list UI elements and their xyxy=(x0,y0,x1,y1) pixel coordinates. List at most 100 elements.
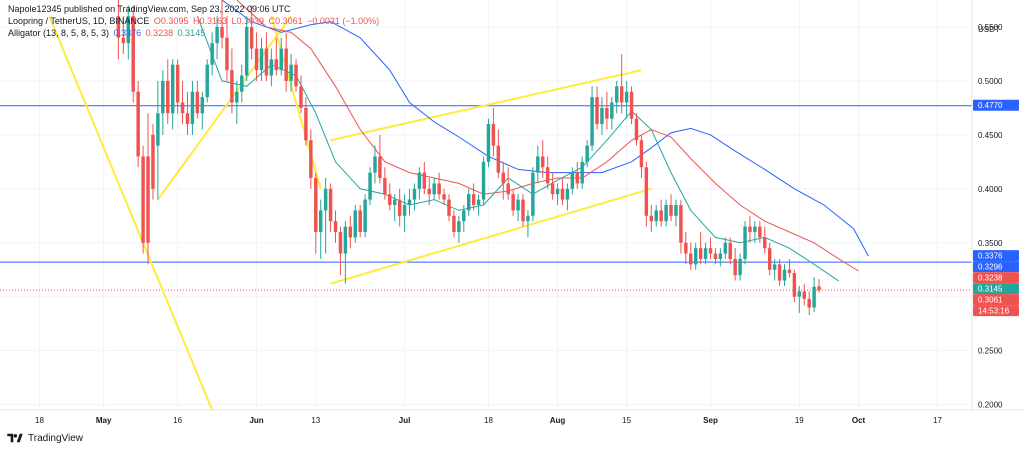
candle xyxy=(402,194,407,232)
candle-body xyxy=(141,156,145,243)
candle xyxy=(136,80,140,168)
time-tick-label: Jul xyxy=(399,416,411,425)
candles xyxy=(116,0,821,316)
candle xyxy=(200,91,205,130)
candle xyxy=(304,97,308,146)
candle xyxy=(151,124,155,200)
candle xyxy=(333,210,338,243)
candle-body xyxy=(629,91,634,119)
candle-body xyxy=(570,172,575,189)
candle xyxy=(417,167,422,200)
candle xyxy=(718,248,723,267)
candle xyxy=(767,242,772,276)
candle-body xyxy=(358,210,362,232)
candle xyxy=(733,248,737,281)
candle xyxy=(378,134,382,184)
candle-body xyxy=(180,102,185,114)
candle-body xyxy=(511,194,515,211)
candle xyxy=(259,37,264,81)
candle-body xyxy=(166,80,170,114)
candle xyxy=(407,188,412,216)
candle xyxy=(328,183,333,232)
candle xyxy=(753,221,757,243)
candle xyxy=(629,86,634,125)
candle xyxy=(639,134,644,179)
candle xyxy=(669,194,673,222)
candle-body xyxy=(679,205,683,243)
time-tick-label: 13 xyxy=(311,416,320,425)
candle-body xyxy=(269,59,274,76)
trendline[interactable] xyxy=(330,69,642,142)
candle xyxy=(471,183,476,211)
candle-body xyxy=(753,226,757,232)
candle-body xyxy=(378,156,382,179)
candle-body xyxy=(437,183,441,195)
countdown-box xyxy=(973,305,1019,317)
candle-body xyxy=(190,91,195,125)
candle xyxy=(225,16,229,81)
price-label-box xyxy=(973,272,1019,284)
candle-body xyxy=(565,188,570,200)
candle-body xyxy=(763,237,767,249)
candle-body xyxy=(738,258,742,276)
trendline[interactable] xyxy=(48,15,214,411)
price-label-text: 0.3296 xyxy=(978,263,1003,272)
candle-body xyxy=(575,172,580,184)
alligator-teeth-line xyxy=(236,0,859,272)
alligator-lines xyxy=(196,0,869,282)
price-tick-label: 0.2500 xyxy=(978,347,1003,356)
candle xyxy=(442,188,446,205)
candle-body xyxy=(486,124,491,162)
price-label: 0.3376 xyxy=(973,250,1019,262)
candle-body xyxy=(555,188,560,195)
candle-body xyxy=(254,48,259,71)
candle-body xyxy=(619,86,624,103)
tradingview-branding[interactable]: TradingView xyxy=(6,432,83,444)
candle xyxy=(249,5,254,60)
candle-body xyxy=(314,178,318,232)
time-tick-label: 16 xyxy=(173,416,182,425)
candle xyxy=(674,199,678,227)
candle-body xyxy=(161,80,165,114)
candle xyxy=(693,242,698,270)
alligator-jaw-value: 0.3376 xyxy=(113,28,142,38)
candle xyxy=(175,59,180,114)
candle-body xyxy=(225,37,229,71)
candle xyxy=(545,156,550,189)
candle xyxy=(244,16,249,81)
candle xyxy=(146,113,150,265)
candle-body xyxy=(284,48,288,81)
alligator-name[interactable]: Alligator (13, 8, 5, 8, 5, 3) xyxy=(8,28,110,38)
trendline[interactable] xyxy=(157,15,292,201)
candle xyxy=(422,161,427,195)
candle xyxy=(388,183,392,211)
price-label: 0.4770 xyxy=(973,99,1019,111)
price-tick-label: 0.5000 xyxy=(978,77,1003,86)
time-tick-label: 18 xyxy=(484,416,493,425)
price-label-box xyxy=(973,250,1019,262)
candle xyxy=(141,145,145,254)
candle xyxy=(501,161,505,200)
price-label-text: 0.3061 xyxy=(978,296,1003,305)
candle xyxy=(496,129,501,179)
candle xyxy=(659,199,663,227)
candle-body xyxy=(185,113,190,125)
candle-body xyxy=(116,16,121,38)
candle xyxy=(481,156,486,205)
candle-body xyxy=(151,134,155,189)
symbol-name[interactable]: Loopring / TetherUS, 1D, BINANCE xyxy=(8,16,150,26)
candle-body xyxy=(807,298,811,308)
candle xyxy=(314,172,318,254)
brand-name: TradingView xyxy=(28,432,84,444)
candle xyxy=(452,210,456,238)
symbol-legend: Loopring / TetherUS, 1D, BINANCE O0.3095… xyxy=(8,16,381,26)
candle xyxy=(358,205,362,238)
candle-body xyxy=(693,248,698,265)
candle-body xyxy=(397,199,402,216)
trendline[interactable] xyxy=(330,187,652,285)
candle xyxy=(299,75,303,114)
candle-body xyxy=(289,64,293,81)
time-axis[interactable]: 18 May 16 Jun 13 Jul 18 Aug 15 Sep 19 Oct 17 xyxy=(35,416,942,425)
